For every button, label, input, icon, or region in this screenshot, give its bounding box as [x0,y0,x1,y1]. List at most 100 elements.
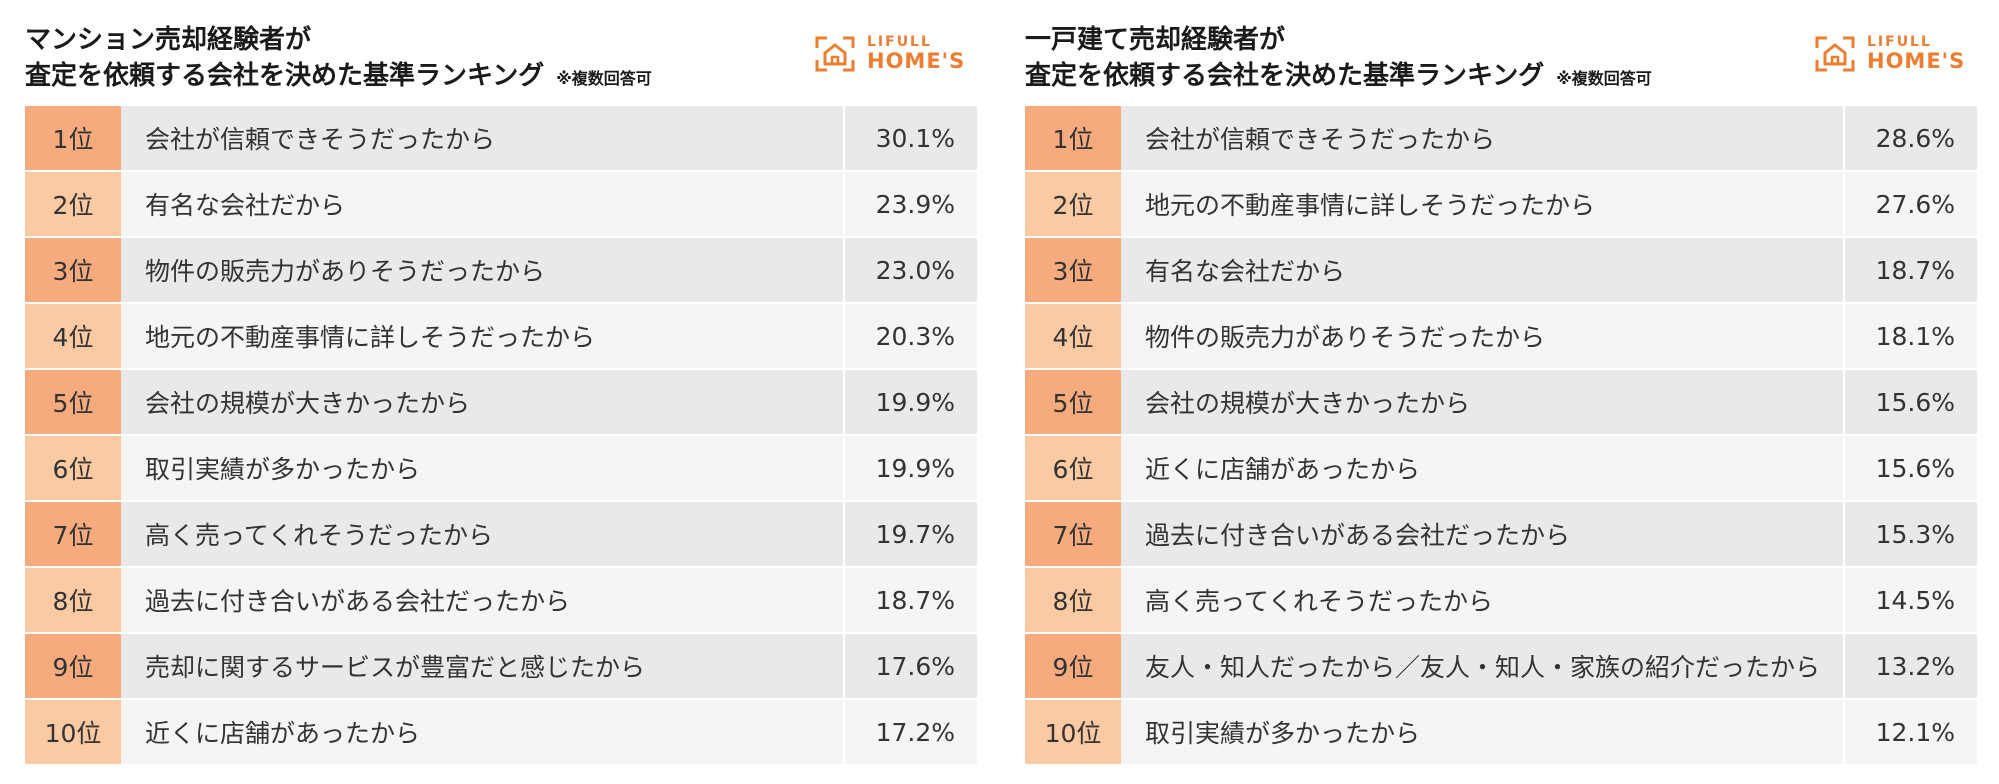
reason-cell: 友人・知人だったから／友人・知人・家族の紹介だったから [1121,634,1843,698]
rank-cell: 10位 [25,700,121,764]
title-line-1: 一戸建て売却経験者が [1025,25,1286,55]
table-row: 2位 有名な会社だから 23.9% [25,172,977,238]
reason-cell: 近くに店舗があったから [1121,436,1843,500]
reason-cell: 有名な会社だから [1121,238,1843,302]
percent-cell: 27.6% [1843,172,1977,236]
table-row: 4位 地元の不動産事情に詳しそうだったから 20.3% [25,304,977,370]
title-line-2: 査定を依頼する会社を決めた基準ランキング ※複数回答可 [25,58,785,97]
percent-cell: 15.3% [1843,502,1977,566]
table-row: 3位 物件の販売力がありそうだったから 23.0% [25,238,977,304]
lifull-homes-logo: LIFULL HOME'S [815,34,977,76]
percent-cell: 20.3% [843,304,977,368]
table-row: 4位 物件の販売力がありそうだったから 18.1% [1025,304,1977,370]
table-row: 9位 売却に関するサービスが豊富だと感じたから 17.6% [25,634,977,700]
reason-cell: 地元の不動産事情に詳しそうだったから [1121,172,1843,236]
table-row: 10位 取引実績が多かったから 12.1% [1025,700,1977,766]
table-row: 2位 地元の不動産事情に詳しそうだったから 27.6% [1025,172,1977,238]
reason-cell: 過去に付き合いがある会社だったから [1121,502,1843,566]
title-line-2: 査定を依頼する会社を決めた基準ランキング ※複数回答可 [1025,58,1785,97]
reason-cell: 会社の規模が大きかったから [121,370,843,434]
reason-cell: 取引実績が多かったから [121,436,843,500]
table-row: 6位 近くに店舗があったから 15.6% [1025,436,1977,502]
ranking-table: 1位 会社が信頼できそうだったから 30.1% 2位 有名な会社だから 23.9% 3位 物件… [25,106,977,766]
rank-cell: 4位 [25,304,121,368]
reason-cell: 物件の販売力がありそうだったから [1121,304,1843,368]
rank-cell: 1位 [1025,106,1121,170]
reason-cell: 近くに店舗があったから [121,700,843,764]
percent-cell: 13.2% [1843,634,1977,698]
table-row: 10位 近くに店舗があったから 17.2% [25,700,977,766]
reason-cell: 地元の不動産事情に詳しそうだったから [121,304,843,368]
percent-cell: 17.6% [843,634,977,698]
percent-cell: 30.1% [843,106,977,170]
table-row: 5位 会社の規模が大きかったから 19.9% [25,370,977,436]
rank-cell: 8位 [25,568,121,632]
title-line-2-text: 査定を依頼する会社を決めた基準ランキング [25,61,545,91]
rank-cell: 2位 [25,172,121,236]
table-row: 7位 過去に付き合いがある会社だったから 15.3% [1025,502,1977,568]
rank-cell: 6位 [25,436,121,500]
rank-cell: 4位 [1025,304,1121,368]
table-row: 5位 会社の規模が大きかったから 15.6% [1025,370,1977,436]
percent-cell: 18.7% [1843,238,1977,302]
rank-cell: 7位 [25,502,121,566]
lifull-homes-logo: LIFULL HOME'S [1815,34,1977,76]
rank-cell: 7位 [1025,502,1121,566]
reason-cell: 高く売ってくれそうだったから [121,502,843,566]
table-row: 1位 会社が信頼できそうだったから 30.1% [25,106,977,172]
table-row: 8位 高く売ってくれそうだったから 14.5% [1025,568,1977,634]
reason-cell: 会社が信頼できそうだったから [1121,106,1843,170]
table-row: 1位 会社が信頼できそうだったから 28.6% [1025,106,1977,172]
percent-cell: 23.0% [843,238,977,302]
reason-cell: 有名な会社だから [121,172,843,236]
reason-cell: 取引実績が多かったから [1121,700,1843,764]
rank-cell: 5位 [25,370,121,434]
percent-cell: 14.5% [1843,568,1977,632]
table-row: 6位 取引実績が多かったから 19.9% [25,436,977,502]
percent-cell: 15.6% [1843,436,1977,500]
mansion-ranking-panel: マンション売却経験者が 査定を依頼する会社を決めた基準ランキング ※複数回答可 L… [25,0,977,784]
logo-text-top: LIFULL [867,34,932,50]
reason-cell: 過去に付き合いがある会社だったから [121,568,843,632]
logo-text-top: LIFULL [1867,34,1932,50]
title-line-1: マンション売却経験者が [25,25,312,55]
table-row: 8位 過去に付き合いがある会社だったから 18.7% [25,568,977,634]
rank-cell: 9位 [1025,634,1121,698]
percent-cell: 18.7% [843,568,977,632]
reason-cell: 会社の規模が大きかったから [1121,370,1843,434]
percent-cell: 19.9% [843,436,977,500]
table-row: 3位 有名な会社だから 18.7% [1025,238,1977,304]
percent-cell: 12.1% [1843,700,1977,764]
percent-cell: 28.6% [1843,106,1977,170]
rank-cell: 9位 [25,634,121,698]
rank-cell: 3位 [25,238,121,302]
multiple-answer-note: ※複数回答可 [556,69,652,88]
reason-cell: 会社が信頼できそうだったから [121,106,843,170]
panel-title: 一戸建て売却経験者が 査定を依頼する会社を決めた基準ランキング ※複数回答可 [1025,22,1785,97]
percent-cell: 19.7% [843,502,977,566]
rank-cell: 2位 [1025,172,1121,236]
rank-cell: 1位 [25,106,121,170]
table-row: 7位 高く売ってくれそうだったから 19.7% [25,502,977,568]
percent-cell: 17.2% [843,700,977,764]
logo-text-bottom: HOME'S [1867,49,1966,73]
table-row: 9位 友人・知人だったから／友人・知人・家族の紹介だったから 13.2% [1025,634,1977,700]
ranking-table: 1位 会社が信頼できそうだったから 28.6% 2位 地元の不動産事情に詳しそうだったか… [1025,106,1977,766]
reason-cell: 物件の販売力がありそうだったから [121,238,843,302]
logo-text-bottom: HOME'S [867,49,966,73]
title-line-2-text: 査定を依頼する会社を決めた基準ランキング [1025,61,1545,91]
panel-title: マンション売却経験者が 査定を依頼する会社を決めた基準ランキング ※複数回答可 [25,22,785,97]
percent-cell: 19.9% [843,370,977,434]
rank-cell: 6位 [1025,436,1121,500]
rank-cell: 5位 [1025,370,1121,434]
reason-cell: 売却に関するサービスが豊富だと感じたから [121,634,843,698]
rank-cell: 3位 [1025,238,1121,302]
multiple-answer-note: ※複数回答可 [1556,69,1652,88]
house-icon [1815,36,1855,72]
percent-cell: 15.6% [1843,370,1977,434]
percent-cell: 18.1% [1843,304,1977,368]
detached-house-ranking-panel: 一戸建て売却経験者が 査定を依頼する会社を決めた基準ランキング ※複数回答可 LI… [1025,0,1977,784]
reason-cell: 高く売ってくれそうだったから [1121,568,1843,632]
rank-cell: 10位 [1025,700,1121,764]
house-icon [815,36,855,72]
